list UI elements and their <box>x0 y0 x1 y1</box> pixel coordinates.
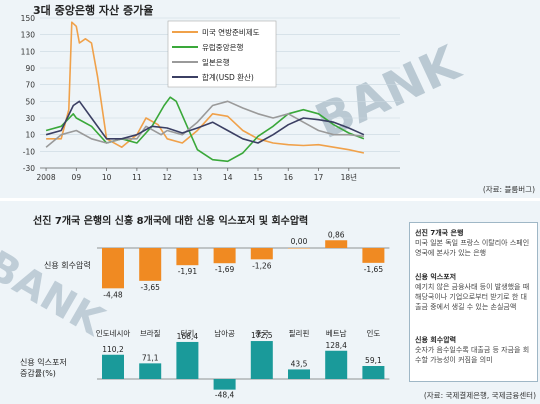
exposure-bar <box>102 354 124 379</box>
asset-growth-chart: BANK 3대 중앙은행 자산 증가율 (자료: 블룸버그) 150130110… <box>21 3 535 194</box>
legend-label: 합계(USD 환산) <box>202 72 254 82</box>
axes: 2008 09 10 11 12 13 14 15 16 17 18년 <box>37 167 400 182</box>
bank-background-graphic: BANK <box>307 35 469 150</box>
exposure-value-label: 128,4 <box>325 341 347 350</box>
y-tick-label: 70 <box>25 81 35 90</box>
pressure-value-label: -4,48 <box>103 290 123 299</box>
category-label: 필리핀 <box>289 328 310 338</box>
exposure-bars: 110,2 71,1 168,4 -48,4 172,5 43,5 128,4 59,1 <box>97 331 390 400</box>
category-labels: 인도네시아 브라질 터키 남아공 중국 필리핀 베트남 인도 <box>96 328 381 338</box>
asset-growth-panel: BANK 3대 중앙은행 자산 증가율 (자료: 블룸버그) 150 130 110… <box>0 0 540 198</box>
category-label: 베트남 <box>326 329 347 338</box>
x-tick-label: 10 <box>102 173 112 182</box>
category-label: 브라질 <box>140 329 161 338</box>
y-tick-label: -10 <box>23 147 35 156</box>
pressure-value-label: -3,65 <box>140 283 160 292</box>
x-tick-label: 16 <box>283 173 293 182</box>
x-tick-label: 18년 <box>341 172 358 182</box>
exposure-value-label: 172,5 <box>251 331 273 340</box>
note-title: 신용 회수압력 <box>415 336 457 344</box>
pressure-value-label: -1,65 <box>364 265 384 274</box>
x-tick-label: 2008 <box>37 173 56 182</box>
pressure-bar <box>102 248 124 289</box>
series-lines <box>45 21 365 163</box>
x-tick-label: 13 <box>193 173 203 182</box>
pressure-value-label: 0,00 <box>291 237 308 246</box>
exposure-bar <box>288 369 310 379</box>
pressure-bars: -4,48 -3,65 -1,91 -1,69 -1,26 0,00 0,86 -1,65 <box>97 230 390 299</box>
note-credit-exposure: 신용 익스포저 예기치 않은 금융사태 등이 발생했을 때 해당국이나 기업으로… <box>415 272 533 312</box>
category-label: 인도네시아 <box>96 328 131 338</box>
x-tick-label: 11 <box>132 173 142 182</box>
category-label: 인도 <box>366 328 380 338</box>
y-tick-label: 150 <box>21 14 36 23</box>
top-chart-title: 3대 중앙은행 자산 증가율 <box>33 3 153 17</box>
bottom-source: (자료: 국제결제은행, 국제금융센터) <box>423 391 536 400</box>
note-title: 선진 7개국 은행 <box>415 229 464 237</box>
y-tick-label: 30 <box>25 114 35 123</box>
y-tick-label: 90 <box>25 64 35 73</box>
pressure-value-label: 0,86 <box>328 230 345 239</box>
series-line <box>46 21 365 154</box>
pressure-value-label: -1,69 <box>215 265 235 274</box>
exposure-panel: BANK 선진 7개국 은행의 신흥 8개국에 대한 신용 익스포저 및 회수압… <box>0 201 540 404</box>
y-tick-label: 110 <box>21 47 36 56</box>
bottom-panel-title: 선진 7개국 은행의 신흥 8개국에 대한 신용 익스포저 및 회수압력 <box>33 214 308 227</box>
exposure-chart: BANK 선진 7개국 은행의 신흥 8개국에 대한 신용 익스포저 및 회수압… <box>0 214 390 400</box>
exposure-bar <box>250 341 273 379</box>
pressure-bar <box>176 248 199 266</box>
exposure-bar <box>362 365 385 379</box>
pressure-value-label: -1,26 <box>252 261 272 270</box>
legend-label: 일본은행 <box>202 57 230 67</box>
legend-label: 유럽중앙은행 <box>202 42 243 52</box>
exposure-value-label: 71,1 <box>142 353 159 362</box>
series-line <box>45 96 365 163</box>
x-tick-label: 15 <box>253 173 263 182</box>
pressure-bar <box>325 240 348 248</box>
pressure-bar <box>139 248 162 281</box>
exposure-value-label: 168,4 <box>177 332 199 341</box>
x-tick-label: 17 <box>314 173 324 182</box>
exposure-bar <box>139 363 162 379</box>
x-tick-label: 14 <box>223 173 233 182</box>
legend-label: 미국 연방준비제도 <box>202 27 260 37</box>
y-tick-label: 10 <box>25 131 35 140</box>
pressure-bar <box>250 248 273 260</box>
exposure-axis-label: 신용 익스포저 증감률(%) <box>20 357 67 378</box>
series-line <box>45 100 365 144</box>
pressure-bar <box>288 248 310 249</box>
category-label: 터키 <box>180 329 194 338</box>
series-line <box>45 100 364 148</box>
pressure-value-label: -1,91 <box>178 267 198 276</box>
pressure-bar <box>213 248 236 264</box>
exposure-value-label: 43,5 <box>291 359 308 368</box>
exposure-value-label: 59,1 <box>365 356 382 365</box>
note-body: 숫자가 음수일수록 대출금 등 자금을 회수할 가능성이 커짐을 의미 <box>415 346 530 364</box>
note-body: 미국 일본 독일 프랑스 이탈리아 스페인 영국에 본사가 있는 은행 <box>415 239 530 257</box>
x-tick-label: 12 <box>162 173 172 182</box>
note-recovery-pressure: 신용 회수압력 숫자가 음수일수록 대출금 등 자금을 회수할 가능성이 커짐을… <box>415 335 533 365</box>
note-body: 예기치 않은 금융사태 등이 발생했을 때 해당국이나 기업으로부터 받기로 한… <box>415 283 530 311</box>
exposure-value-label: -48,4 <box>215 391 235 400</box>
pressure-axis-label: 신용 회수압력 <box>44 260 91 270</box>
y-tick-label: 130 <box>21 31 36 40</box>
bank-word: BANK <box>307 35 469 150</box>
definitions-box: 선진 7개국 은행 미국 일본 독일 프랑스 이탈리아 스페인 영국에 본사가 … <box>409 222 538 382</box>
top-chart-source: (자료: 블룸버그) <box>483 184 535 194</box>
category-label: 중국 <box>255 329 269 338</box>
note-title: 신용 익스포저 <box>415 273 457 281</box>
exposure-value-label: 110,2 <box>102 345 124 354</box>
x-tick-label: 09 <box>72 173 82 182</box>
y-tick-label: -30 <box>23 164 35 173</box>
exposure-bar <box>176 341 199 379</box>
category-label: 남아공 <box>214 328 235 338</box>
exposure-bar <box>213 379 236 390</box>
y-tick-label: 50 <box>25 97 35 106</box>
exposure-bar <box>325 350 348 379</box>
note-g7-banks: 선진 7개국 은행 미국 일본 독일 프랑스 이탈리아 스페인 영국에 본사가 … <box>415 228 533 258</box>
pressure-bar <box>362 248 385 263</box>
